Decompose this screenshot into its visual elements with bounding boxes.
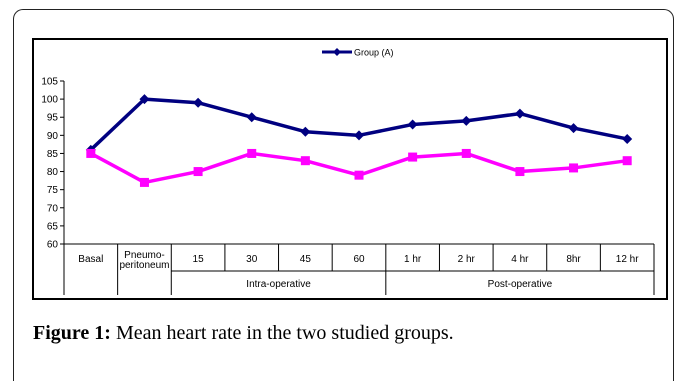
series-1-point bbox=[407, 119, 418, 130]
series-2-point bbox=[515, 167, 525, 177]
series-2-point bbox=[408, 152, 418, 162]
chart-frame: 60 65 70 75 80 85 90 95 100 105 Basal Pneumo-perito… bbox=[32, 38, 668, 300]
series-1-point bbox=[193, 97, 204, 108]
x-tick-label: 45 bbox=[300, 254, 312, 265]
caption-text: Mean heart rate in the two studied group… bbox=[110, 322, 454, 344]
group-label: Intra-operative bbox=[246, 279, 311, 290]
series-2-point bbox=[622, 156, 632, 166]
figure-card bbox=[13, 9, 674, 381]
x-tick-label: 12 hr bbox=[616, 254, 639, 265]
series-2-point bbox=[193, 167, 203, 177]
series-2-point bbox=[300, 156, 310, 166]
series-1-point bbox=[300, 126, 311, 137]
line-chart: 60 65 70 75 80 85 90 95 100 105 Basal Pneumo-perito… bbox=[41, 48, 655, 295]
y-tick-label: 95 bbox=[47, 113, 59, 124]
y-tick-label: 80 bbox=[47, 167, 59, 178]
figure-caption: Figure 1: Mean heart rate in the two stu… bbox=[33, 322, 454, 345]
x-tick-label: 4 hr bbox=[511, 254, 529, 265]
series-2-point bbox=[569, 163, 579, 173]
series-1-point bbox=[514, 108, 525, 119]
y-tick-label: 85 bbox=[47, 149, 59, 160]
y-tick-label: 65 bbox=[47, 221, 59, 232]
x-tick-label: 30 bbox=[246, 254, 258, 265]
x-tick-label: Pneumo-peritoneum bbox=[119, 250, 169, 271]
y-tick-label: 90 bbox=[47, 131, 59, 142]
x-tick-label: 1 hr bbox=[404, 254, 422, 265]
series-2-point bbox=[461, 148, 471, 158]
x-tick-label: 60 bbox=[353, 254, 365, 265]
x-tick-label: 15 bbox=[193, 254, 205, 265]
x-tick-label: Basal bbox=[78, 254, 103, 265]
group-label: Post-operative bbox=[488, 279, 553, 290]
series-2-point bbox=[139, 177, 149, 187]
caption-label: Figure 1: bbox=[33, 322, 111, 344]
series-1-point bbox=[139, 94, 150, 105]
series-line-1 bbox=[89, 97, 628, 152]
series-2-point bbox=[247, 148, 257, 158]
legend-marker bbox=[333, 48, 341, 56]
y-tick-label: 75 bbox=[47, 185, 59, 196]
series-2-point bbox=[86, 148, 96, 158]
y-tick-label: 105 bbox=[41, 77, 58, 88]
series-2-point bbox=[354, 170, 364, 180]
series-1-point bbox=[461, 115, 472, 126]
y-tick-label: 100 bbox=[41, 95, 58, 106]
series-1-point bbox=[354, 130, 364, 141]
x-tick-label: 8hr bbox=[566, 254, 581, 265]
legend-entry: Group (A) bbox=[354, 48, 394, 58]
y-tick-label: 60 bbox=[47, 240, 59, 251]
y-tick-label: 70 bbox=[47, 203, 59, 214]
series-1-point bbox=[622, 133, 633, 144]
x-tick-label: 2 hr bbox=[458, 254, 476, 265]
series-1-point bbox=[568, 123, 579, 134]
series-1-point bbox=[246, 112, 257, 123]
